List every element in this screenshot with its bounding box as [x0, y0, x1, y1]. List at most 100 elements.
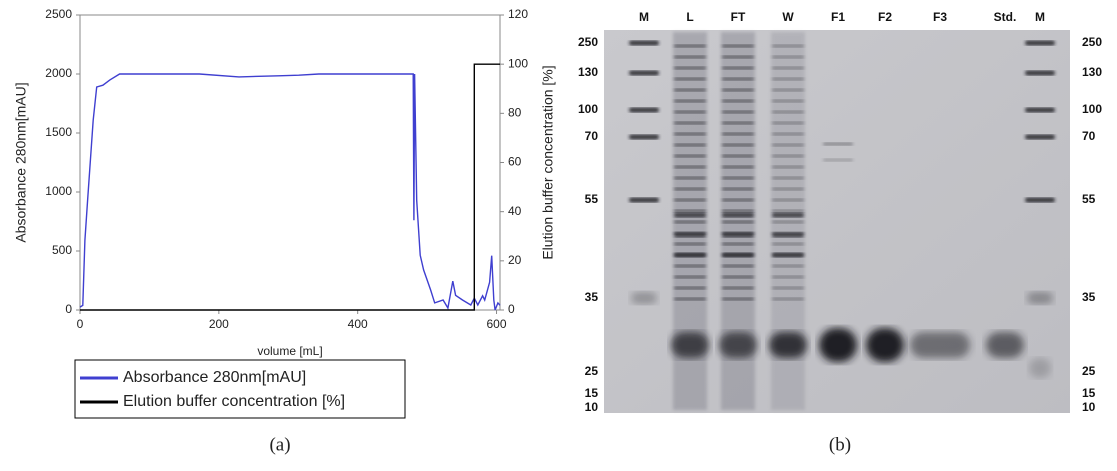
- gel-band: [722, 198, 754, 202]
- gel-band: [629, 40, 659, 46]
- gel-band: [772, 286, 804, 290]
- gel-band: [772, 121, 804, 125]
- gel-band: [772, 187, 804, 191]
- marker-label: 10: [1082, 400, 1096, 414]
- gel-band: [722, 88, 754, 92]
- lane-label: M: [1035, 10, 1045, 24]
- lane-label: M: [639, 10, 649, 24]
- gel-band: [674, 187, 706, 191]
- gel-band: [772, 264, 804, 268]
- gel-band: [722, 275, 754, 279]
- marker-label: 35: [1082, 290, 1096, 304]
- gel-band: [722, 132, 754, 136]
- gel-band: [674, 286, 706, 290]
- gel-band: [722, 286, 754, 290]
- gel-band: [722, 176, 754, 180]
- gel-band: [674, 220, 706, 224]
- marker-label: 55: [1082, 192, 1096, 206]
- gel-band: [674, 264, 706, 268]
- y-tick-label: 1000: [45, 184, 72, 198]
- gel-band: [674, 176, 706, 180]
- gel-band: [722, 99, 754, 103]
- x-tick-label: 400: [348, 317, 368, 331]
- gel-band: [629, 107, 659, 113]
- gel-band: [722, 297, 754, 301]
- gel-band: [1027, 292, 1053, 304]
- y-tick-label: 2500: [45, 7, 72, 21]
- gel-band: [823, 158, 853, 162]
- y-tick-label: 0: [65, 302, 72, 316]
- lane-label: F2: [878, 10, 892, 24]
- gel-band: [674, 154, 706, 158]
- x-tick-label: 0: [77, 317, 84, 331]
- gel-band: [722, 187, 754, 191]
- gel-band: [772, 212, 804, 218]
- gel-band: [674, 55, 706, 59]
- gel-band: [772, 44, 804, 48]
- gel-band: [674, 198, 706, 202]
- panel-label: (a): [269, 434, 290, 455]
- marker-label: 55: [585, 192, 599, 206]
- gel-band: [722, 165, 754, 169]
- y-tick-label: 1500: [45, 125, 72, 139]
- gel-band: [674, 121, 706, 125]
- gel-band: [674, 232, 706, 238]
- gel-band: [772, 77, 804, 81]
- marker-label: 15: [585, 386, 599, 400]
- gel-band: [722, 121, 754, 125]
- gel-band: [772, 66, 804, 70]
- gel-band: [674, 66, 706, 70]
- gel-band: [772, 110, 804, 114]
- y2-tick-label: 20: [508, 253, 522, 267]
- gel-band: [722, 242, 754, 246]
- y2-tick-label: 0: [508, 302, 515, 316]
- gel-band: [674, 110, 706, 114]
- gel-image: [604, 30, 1070, 413]
- gel-band: [910, 332, 970, 358]
- gel-band: [772, 232, 804, 238]
- lane-label: F1: [831, 10, 845, 24]
- marker-label: 15: [1082, 386, 1096, 400]
- x-axis-label: volume [mL]: [257, 344, 322, 358]
- gel-band: [674, 99, 706, 103]
- x-tick-label: 200: [209, 317, 229, 331]
- marker-label: 25: [585, 364, 599, 378]
- y2-tick-label: 60: [508, 155, 522, 169]
- marker-label: 250: [578, 35, 598, 49]
- gel-band: [722, 154, 754, 158]
- gel-band: [722, 209, 754, 213]
- gel-band: [671, 332, 709, 358]
- marker-label: 10: [585, 400, 599, 414]
- marker-label: 25: [1082, 364, 1096, 378]
- gel-band: [722, 55, 754, 59]
- gel-band: [674, 44, 706, 48]
- legend-box: [74, 359, 406, 419]
- gel-band: [772, 88, 804, 92]
- gel-band: [866, 328, 904, 362]
- y2-tick-label: 100: [508, 56, 528, 70]
- lane-label: L: [686, 10, 693, 24]
- gel-band: [772, 165, 804, 169]
- gel-band: [722, 77, 754, 81]
- gel-band: [1025, 134, 1055, 140]
- gel-band: [772, 99, 804, 103]
- gel-band: [722, 264, 754, 268]
- gel-band: [631, 292, 657, 304]
- gel-band: [674, 275, 706, 279]
- gel-band: [772, 132, 804, 136]
- y-axis-label: Absorbance 280nm[mAU]: [13, 82, 29, 242]
- gel-band: [674, 242, 706, 246]
- gel-band: [772, 55, 804, 59]
- plot-frame: [79, 14, 501, 311]
- gel-band: [772, 242, 804, 246]
- marker-label: 130: [578, 65, 598, 79]
- gel-band: [772, 209, 804, 213]
- gel-band: [772, 275, 804, 279]
- gel-band: [719, 332, 757, 358]
- lane-label: W: [782, 10, 794, 24]
- panel-label: (b): [829, 434, 851, 455]
- gel-band: [722, 252, 754, 258]
- gel-band: [674, 297, 706, 301]
- gel-band: [674, 143, 706, 147]
